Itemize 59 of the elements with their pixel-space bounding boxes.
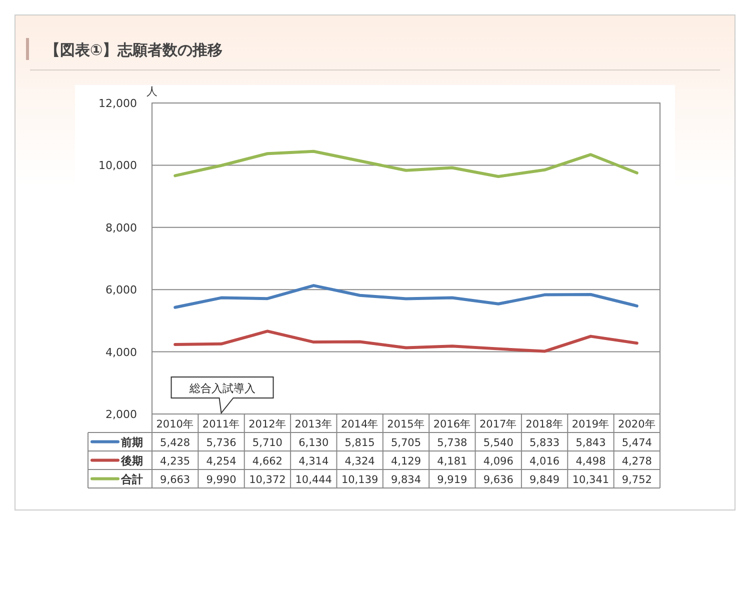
line-series [174,284,638,309]
data-label: 9,752 [622,474,652,486]
x-tick-label: 2014年 [340,418,379,430]
chart-title: 【図表①】志願者数の推移 [45,41,223,59]
annotation: 総合入試導入 [188,382,256,395]
data-label: 10,139 [341,474,378,486]
data-label: 9,919 [437,474,468,486]
data-label: 5,833 [530,437,560,449]
data-label: 4,278 [622,456,652,468]
x-tick-label: 2012年 [248,418,286,430]
data-label: 10,444 [295,474,332,486]
data-label: 5,815 [344,437,375,449]
legend-label: 後期 [120,454,143,468]
x-tick-label: 2020年 [618,418,656,430]
data-label: 4,498 [576,456,606,468]
line-series [174,330,638,353]
x-tick-label: 2015年 [387,418,425,430]
data-label: 5,705 [390,437,422,449]
x-tick-label: 2013年 [294,418,333,430]
data-label: 4,324 [344,456,376,468]
data-label: 5,474 [622,437,652,449]
data-label: 4,235 [160,456,190,468]
data-label: 9,636 [483,474,514,486]
data-label: 5,428 [160,437,190,449]
x-tick-label: 2016年 [433,418,472,430]
y-tick-label: 10,000 [98,159,137,172]
data-label: 4,096 [483,456,514,468]
data-label: 9,663 [160,474,190,486]
data-label: 9,834 [390,474,422,486]
data-label: 5,736 [206,437,237,449]
data-label: 5,540 [483,437,514,449]
data-label: 5,738 [437,437,468,449]
y-tick-label: 12,000 [98,97,137,110]
y-tick-label: 6,000 [106,284,137,297]
data-label: 4,254 [206,456,237,468]
data-label: 5,710 [252,437,282,449]
x-tick-label: 2017年 [479,418,518,430]
x-tick-label: 2011年 [202,418,240,430]
data-label: 6,130 [298,437,329,449]
data-label: 4,314 [298,456,329,468]
data-label: 4,181 [437,456,468,468]
data-label: 4,662 [252,456,282,468]
y-tick-label: 4,000 [106,346,137,359]
x-tick-label: 2018年 [526,418,564,430]
data-label: 10,372 [249,474,286,486]
legend-label: 前期 [120,436,143,449]
data-label: 4,016 [530,456,560,468]
y-tick-label: 2,000 [106,408,137,421]
x-tick-label: 2010年 [156,418,194,430]
data-label: 10,341 [572,474,610,486]
data-label: 9,849 [530,474,560,486]
data-label: 4,129 [390,456,422,468]
y-tick-label: 8,000 [106,221,137,234]
data-label: 9,990 [206,474,236,486]
legend-label: 合計 [120,473,143,486]
y-axis-title: 人 [146,85,158,98]
line-series [174,150,638,178]
x-tick-label: 2019年 [572,418,610,430]
data-label: 5,843 [576,437,606,449]
